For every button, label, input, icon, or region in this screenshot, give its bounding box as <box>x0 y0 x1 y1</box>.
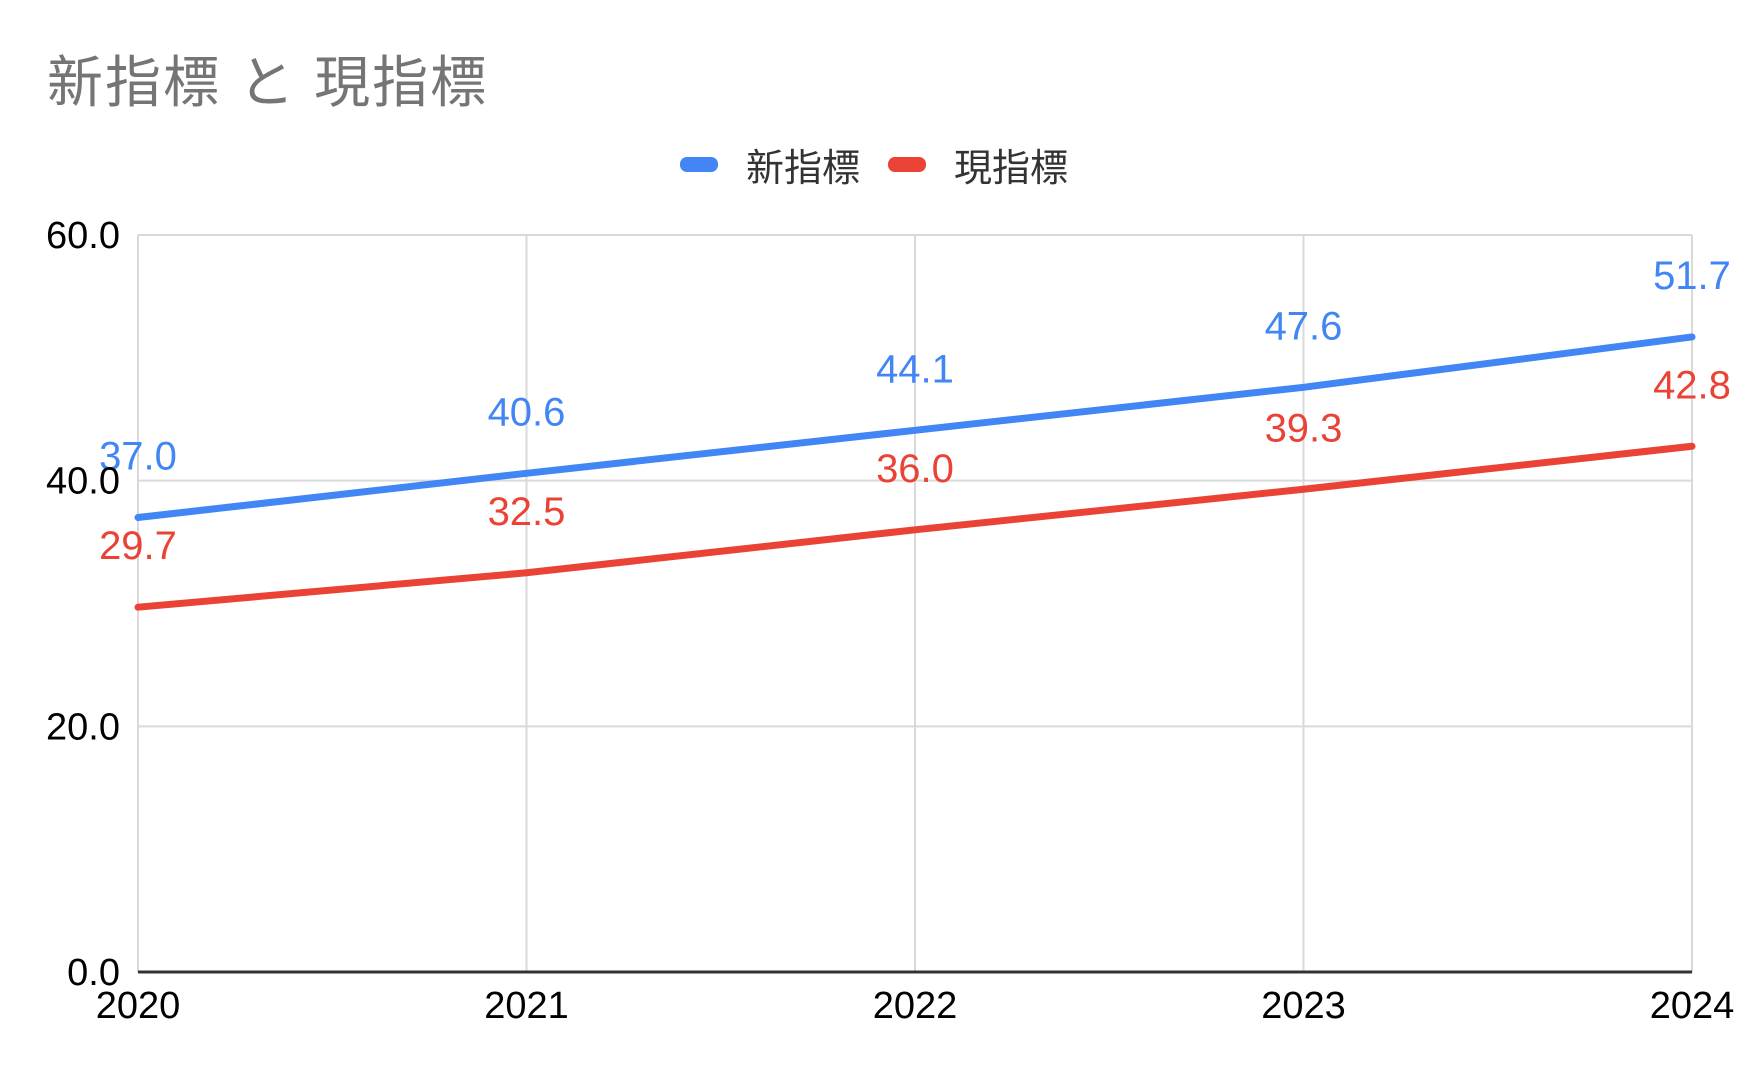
series-line-1 <box>134 333 1696 522</box>
y-axis-tick-label: 0.0 <box>67 952 120 994</box>
data-label-series1: 47.6 <box>1265 304 1343 348</box>
x-axis-tick-label: 2023 <box>1261 985 1346 1027</box>
data-label-series1: 44.1 <box>876 347 954 391</box>
legend-swatch-red <box>888 156 926 172</box>
chart-legend: 新指標 現指標 <box>0 136 1748 192</box>
series-line-2 <box>134 442 1696 611</box>
data-label-series2: 32.5 <box>488 490 566 534</box>
data-label-series1: 37.0 <box>99 435 177 479</box>
data-label-series1: 40.6 <box>488 390 566 434</box>
x-axis-tick-label: 2020 <box>96 985 181 1027</box>
legend-item-series1[interactable]: 新指標 <box>679 137 860 192</box>
data-label-series2: 36.0 <box>876 447 954 491</box>
data-label-series2: 39.3 <box>1265 406 1343 450</box>
chart-title: 新指標 と 現指標 <box>47 51 489 114</box>
y-axis-tick-label: 60.0 <box>46 215 120 257</box>
x-axis-tick-label: 2022 <box>873 985 958 1027</box>
x-axis-tick-label: 2021 <box>484 985 569 1027</box>
y-axis-tick-label: 20.0 <box>46 706 120 748</box>
legend-label-series1: 新指標 <box>745 147 860 190</box>
legend-label-series2: 現指標 <box>954 147 1069 190</box>
x-axis-tick-label: 2024 <box>1650 985 1735 1027</box>
data-label-series2: 29.7 <box>99 524 177 568</box>
y-axis-tick-label: 40.0 <box>46 461 120 503</box>
data-label-series2: 42.8 <box>1653 363 1731 407</box>
data-label-series1: 51.7 <box>1653 254 1731 298</box>
legend-swatch-blue <box>679 156 718 172</box>
legend-item-series2[interactable]: 現指標 <box>888 137 1068 192</box>
